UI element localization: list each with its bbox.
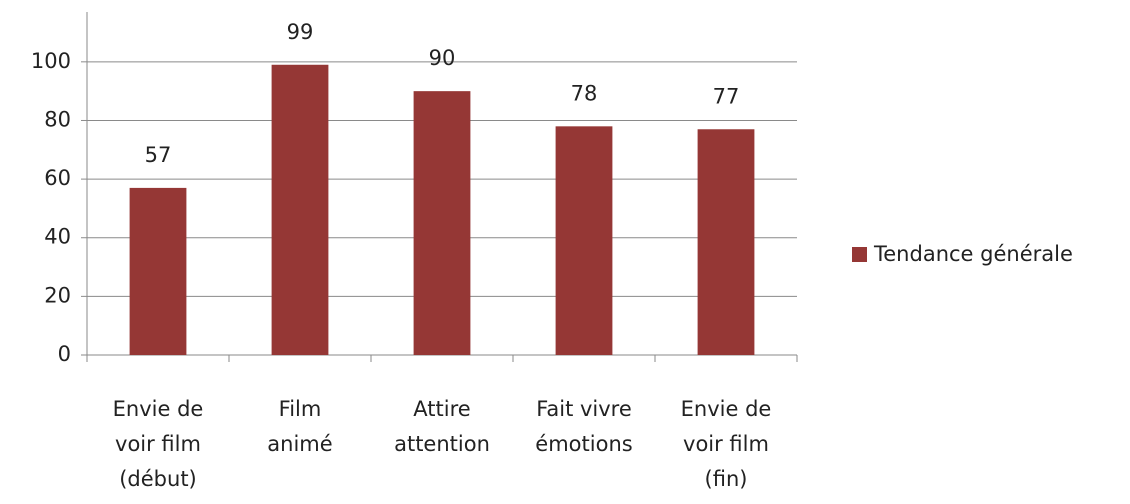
x-tick-label: Envie de xyxy=(681,397,772,421)
y-tick-label: 100 xyxy=(31,49,71,73)
legend-swatch xyxy=(852,247,867,262)
x-tick-label: attention xyxy=(394,432,490,456)
x-tick-label: voir film xyxy=(115,432,201,456)
x-tick-label: Film xyxy=(279,397,322,421)
bar xyxy=(413,91,471,356)
data-label: 77 xyxy=(713,84,740,108)
data-label: 78 xyxy=(571,81,598,105)
x-tick-label: Attire xyxy=(413,397,470,421)
y-tick-label: 0 xyxy=(58,342,71,366)
bar xyxy=(129,187,187,355)
bar xyxy=(555,126,613,355)
data-label: 99 xyxy=(287,20,314,44)
x-tick-label: (fin) xyxy=(705,467,748,491)
data-label: 57 xyxy=(145,143,172,167)
legend-label: Tendance générale xyxy=(873,242,1073,266)
x-tick-label: voir film xyxy=(683,432,769,456)
bar xyxy=(697,129,755,355)
y-tick-label: 80 xyxy=(44,107,71,131)
data-label: 90 xyxy=(429,46,456,70)
bar xyxy=(271,64,329,356)
y-tick-label: 40 xyxy=(44,225,71,249)
y-tick-label: 20 xyxy=(44,283,71,307)
x-tick-label: Fait vivre xyxy=(536,397,632,421)
x-tick-label: émotions xyxy=(535,432,632,456)
x-tick-label: Envie de xyxy=(113,397,204,421)
x-tick-label: (début) xyxy=(119,467,197,491)
y-tick-label: 60 xyxy=(44,166,71,190)
x-tick-label: animé xyxy=(267,432,332,456)
